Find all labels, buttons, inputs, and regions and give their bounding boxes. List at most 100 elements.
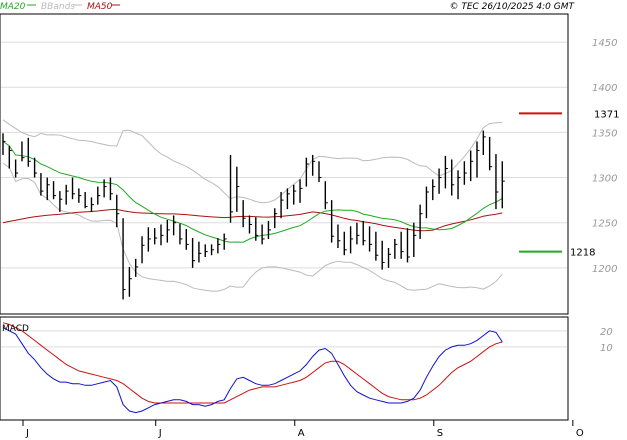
price-bars: [2, 130, 505, 300]
x-axis: JJASON: [0, 419, 584, 439]
price-bar: [172, 215, 177, 236]
price-bar: [78, 188, 82, 203]
price-bar: [286, 188, 290, 210]
price-bar: [432, 179, 436, 201]
price-bar: [324, 181, 328, 210]
price-bar: [236, 166, 240, 212]
price-bar: [217, 238, 221, 254]
price-bar: [210, 244, 215, 256]
price-bar: [65, 184, 69, 205]
price-y-axis: 1450 1400 1350 1300 1250 1200: [592, 38, 617, 275]
price-bar: [21, 141, 25, 162]
legend-bbands-label: BBands: [41, 2, 75, 12]
price-bar: [52, 181, 57, 200]
price-bar: [280, 191, 284, 219]
price-bar: [425, 186, 429, 219]
price-bar: [122, 218, 126, 300]
x-tick-label: A: [298, 428, 305, 439]
price-bar: [166, 219, 170, 243]
price-bar: [463, 161, 467, 185]
bband-lower-line: [2, 162, 503, 292]
price-bar: [153, 228, 158, 245]
price-annotations: 1371 1218: [519, 109, 619, 259]
price-bar: [349, 226, 354, 254]
price-bar: [362, 220, 366, 246]
macd-title: MACD: [2, 324, 29, 334]
legend-ma50-label: MA50: [87, 2, 113, 12]
price-bar: [198, 241, 202, 263]
legend: MA20 BBands MA50 © TEC 26/10/2025 4:0 GM…: [0, 2, 575, 12]
price-bar: [488, 136, 493, 171]
price-bar: [274, 208, 278, 229]
price-bar: [400, 231, 404, 259]
price-y-tick-label: 1250: [592, 219, 617, 230]
macd-line: [2, 327, 503, 414]
price-bar: [299, 179, 303, 203]
price-bar: [444, 155, 448, 189]
price-panel: 1450 1400 1350 1300 1250 1200 1371 1218: [0, 13, 619, 315]
price-bar: [305, 157, 309, 187]
price-bar: [223, 233, 227, 250]
price-y-tick-label: 1450: [592, 38, 617, 49]
price-bar: [381, 240, 385, 270]
price-bar: [40, 173, 44, 196]
legend-ma20-label: MA20: [0, 2, 26, 12]
price-bar: [248, 215, 252, 234]
price-bar: [179, 223, 183, 245]
price-bar: [267, 220, 271, 239]
macd-gridlines: [1, 330, 567, 348]
price-bar: [14, 159, 19, 178]
macd-signal-line: [2, 322, 503, 404]
bollinger-bands: [2, 119, 503, 292]
price-bar: [318, 161, 322, 183]
level-marker-label: 1218: [570, 248, 595, 259]
price-bar: [375, 231, 379, 261]
price-bar: [337, 224, 341, 248]
price-bar: [90, 197, 94, 212]
price-bar: [97, 186, 101, 205]
price-bar: [261, 224, 265, 245]
price-bar: [311, 154, 316, 176]
price-bar: [255, 217, 259, 241]
x-tick-label: J: [25, 428, 29, 439]
price-y-tick-label: 1300: [592, 174, 617, 185]
price-bar: [457, 170, 461, 200]
price-bar: [413, 222, 417, 258]
price-bar: [103, 179, 107, 198]
price-gridlines: [1, 41, 567, 269]
ma20-line: [2, 140, 503, 243]
price-bar: [204, 244, 208, 258]
price-bar: [394, 238, 398, 259]
price-bar: [135, 258, 139, 277]
price-bar: [27, 137, 31, 167]
price-bar: [116, 194, 120, 228]
price-bar: [476, 141, 480, 178]
price-bar: [242, 200, 246, 228]
price-bar: [293, 184, 297, 205]
price-bar: [368, 226, 373, 252]
bband-upper-line: [2, 119, 503, 204]
price-bar: [147, 227, 151, 252]
x-tick-label: J: [158, 428, 162, 439]
price-bar: [495, 154, 499, 210]
price-bar: [185, 229, 189, 250]
price-bar: [406, 228, 410, 263]
level-marker-label: 1371: [594, 109, 619, 120]
price-y-tick-label: 1400: [592, 83, 617, 94]
price-bar: [109, 177, 113, 201]
price-bar: [482, 130, 486, 155]
price-bar: [71, 177, 76, 200]
price-bar: [356, 222, 360, 245]
price-y-tick-label: 1350: [592, 128, 617, 139]
price-bar: [469, 150, 474, 182]
price-bar: [59, 191, 63, 212]
price-bar: [387, 247, 392, 268]
price-bar: [451, 159, 455, 196]
price-bar: [84, 191, 88, 209]
macd-lines: [2, 322, 503, 414]
x-tick-label: S: [437, 428, 443, 439]
price-bar: [330, 200, 335, 243]
